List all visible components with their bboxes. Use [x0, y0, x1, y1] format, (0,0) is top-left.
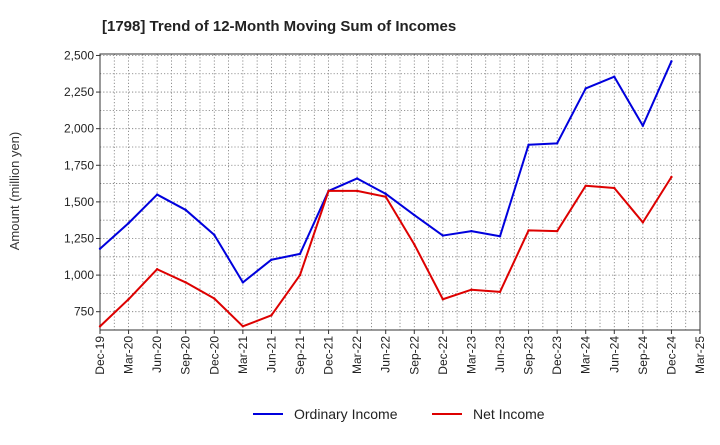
data-point-net-income [584, 184, 587, 187]
data-point-ordinary-income [498, 235, 502, 238]
x-tick-label: Dec-21 [322, 336, 336, 375]
y-tick-label: 1,500 [64, 195, 94, 209]
data-point-ordinary-income [384, 192, 387, 196]
data-point-ordinary-income [470, 229, 473, 233]
data-point-net-income [98, 325, 102, 328]
y-tick-label: 1,250 [64, 231, 94, 245]
data-point-ordinary-income [127, 221, 130, 225]
x-tick-label: Sep-21 [293, 336, 307, 375]
axis-layer: 750 1,000 1,250 1,500 1,750 2,000 2,250 2,500 De… [64, 48, 707, 374]
data-point-ordinary-income [155, 193, 159, 196]
y-tick-label: 1,000 [64, 268, 94, 282]
data-point-net-income [470, 288, 473, 291]
x-tick-label: Jun-21 [264, 336, 278, 373]
y-axis-label: Amount (million yen) [7, 132, 22, 251]
data-point-net-income [384, 195, 387, 198]
data-point-net-income [498, 290, 502, 294]
data-point-ordinary-income [584, 87, 587, 90]
data-point-ordinary-income [441, 234, 445, 237]
data-point-ordinary-income [355, 177, 359, 180]
data-point-net-income [184, 281, 187, 284]
x-tick-label: Sep-20 [179, 336, 193, 375]
data-point-ordinary-income [413, 213, 416, 217]
data-point-ordinary-income [641, 124, 645, 127]
y-tick-label: 750 [74, 305, 94, 319]
data-point-ordinary-income [613, 75, 616, 78]
chart-title: [1798] Trend of 12-Month Moving Sum of I… [102, 18, 456, 35]
data-point-net-income [155, 268, 159, 271]
data-point-net-income [670, 175, 673, 179]
data-point-ordinary-income [298, 252, 302, 256]
data-point-net-income [641, 221, 645, 224]
x-tick-label: Sep-22 [407, 336, 421, 375]
data-point-ordinary-income [213, 233, 216, 237]
x-tick-label: Sep-24 [636, 336, 650, 375]
x-tick-label: Dec-22 [436, 336, 450, 375]
plot-frame [99, 53, 701, 331]
x-tick-label: Mar-22 [350, 336, 364, 374]
y-tick-label: 2,000 [64, 122, 94, 136]
data-point-ordinary-income [184, 208, 187, 212]
data-point-ordinary-income [670, 60, 673, 63]
legend: Ordinary Income Net Income [253, 406, 545, 422]
x-tick-label: Mar-24 [579, 336, 593, 374]
x-tick-label: Sep-23 [522, 336, 536, 375]
x-tick-label: Mar-23 [464, 336, 478, 374]
data-point-ordinary-income [98, 247, 102, 250]
x-tick-label: Jun-22 [379, 336, 393, 373]
data-point-net-income [213, 297, 216, 300]
series-layer [98, 60, 673, 328]
y-tick-label: 2,500 [64, 48, 94, 62]
x-tick-label: Mar-21 [236, 336, 250, 374]
data-point-net-income [241, 325, 245, 328]
data-point-net-income [413, 243, 416, 246]
y-tick-label: 2,250 [64, 85, 94, 99]
data-point-net-income [355, 189, 359, 193]
data-point-net-income [441, 298, 445, 301]
grid-layer [99, 54, 701, 330]
data-point-net-income [327, 189, 330, 193]
data-point-net-income [555, 229, 559, 233]
data-point-ordinary-income [527, 143, 530, 146]
x-tick-label: Jun-23 [493, 336, 507, 373]
data-point-ordinary-income [555, 142, 559, 145]
legend-label-net-income: Net Income [473, 406, 545, 422]
data-point-net-income [613, 186, 616, 190]
x-tick-label: Dec-23 [550, 336, 564, 375]
y-tick-label: 1,750 [64, 158, 94, 172]
x-tick-label: Mar-20 [122, 336, 136, 374]
data-point-net-income [127, 298, 130, 301]
data-point-ordinary-income [241, 281, 245, 284]
x-tick-label: Jun-20 [150, 336, 164, 373]
legend-label-ordinary-income: Ordinary Income [294, 406, 398, 422]
x-tick-label: Jun-24 [607, 336, 621, 373]
x-tick-label: Mar-25 [693, 336, 707, 374]
x-tick-label: Dec-20 [207, 336, 221, 375]
x-tick-label: Dec-24 [664, 336, 678, 375]
data-point-ordinary-income [270, 258, 273, 261]
data-point-net-income [527, 229, 530, 232]
x-tick-label: Dec-19 [93, 336, 107, 375]
data-point-net-income [270, 314, 273, 317]
data-point-net-income [298, 273, 302, 277]
